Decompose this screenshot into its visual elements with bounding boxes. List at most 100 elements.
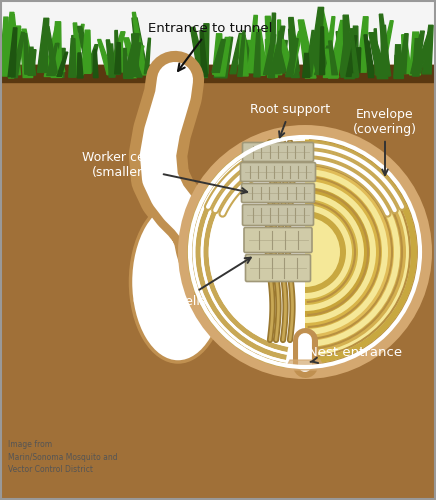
Polygon shape bbox=[350, 26, 358, 78]
Wedge shape bbox=[305, 140, 417, 364]
Polygon shape bbox=[22, 29, 34, 72]
Polygon shape bbox=[259, 48, 272, 76]
FancyBboxPatch shape bbox=[241, 162, 316, 182]
Polygon shape bbox=[115, 42, 121, 74]
Polygon shape bbox=[415, 32, 431, 73]
Polygon shape bbox=[245, 41, 252, 72]
Polygon shape bbox=[191, 28, 208, 78]
Polygon shape bbox=[422, 26, 433, 74]
Polygon shape bbox=[324, 16, 335, 78]
Polygon shape bbox=[11, 32, 24, 78]
Polygon shape bbox=[215, 38, 230, 76]
Text: Root support: Root support bbox=[250, 104, 330, 138]
Polygon shape bbox=[242, 36, 255, 73]
Wedge shape bbox=[305, 193, 364, 311]
Polygon shape bbox=[51, 22, 61, 78]
Polygon shape bbox=[107, 32, 125, 74]
FancyBboxPatch shape bbox=[242, 142, 313, 162]
Polygon shape bbox=[263, 34, 276, 74]
Polygon shape bbox=[256, 30, 268, 74]
Polygon shape bbox=[320, 24, 327, 72]
Polygon shape bbox=[28, 47, 36, 75]
Wedge shape bbox=[305, 169, 388, 335]
Polygon shape bbox=[20, 32, 33, 78]
Polygon shape bbox=[77, 53, 83, 78]
Polygon shape bbox=[123, 48, 129, 78]
Polygon shape bbox=[340, 42, 357, 72]
Polygon shape bbox=[106, 40, 116, 74]
Polygon shape bbox=[336, 32, 351, 77]
Polygon shape bbox=[350, 29, 359, 76]
Text: Envelope
(covering): Envelope (covering) bbox=[353, 108, 417, 175]
Wedge shape bbox=[295, 139, 418, 365]
Text: Entrance to tunnel: Entrance to tunnel bbox=[148, 22, 272, 71]
Polygon shape bbox=[109, 44, 115, 77]
Polygon shape bbox=[93, 50, 98, 78]
Wedge shape bbox=[305, 217, 340, 287]
Polygon shape bbox=[78, 26, 95, 72]
Polygon shape bbox=[0, 65, 436, 80]
Polygon shape bbox=[279, 40, 296, 73]
Polygon shape bbox=[133, 12, 146, 75]
Polygon shape bbox=[268, 13, 276, 78]
Bar bbox=[0, 65, 436, 82]
Polygon shape bbox=[198, 24, 209, 74]
Polygon shape bbox=[37, 18, 49, 72]
Polygon shape bbox=[8, 28, 17, 77]
Polygon shape bbox=[85, 44, 98, 72]
Polygon shape bbox=[378, 21, 393, 72]
Polygon shape bbox=[309, 8, 324, 72]
Polygon shape bbox=[329, 41, 337, 74]
Polygon shape bbox=[131, 56, 142, 77]
Polygon shape bbox=[124, 38, 141, 76]
Polygon shape bbox=[50, 42, 65, 72]
Polygon shape bbox=[230, 34, 242, 74]
Polygon shape bbox=[115, 30, 120, 74]
Bar bbox=[0, 0, 436, 80]
Wedge shape bbox=[305, 205, 352, 299]
Polygon shape bbox=[394, 56, 399, 77]
Polygon shape bbox=[298, 20, 316, 78]
Polygon shape bbox=[82, 30, 91, 74]
Polygon shape bbox=[57, 52, 68, 76]
FancyBboxPatch shape bbox=[245, 254, 310, 281]
Polygon shape bbox=[10, 14, 20, 74]
Polygon shape bbox=[314, 46, 331, 74]
Polygon shape bbox=[357, 17, 368, 72]
Polygon shape bbox=[117, 41, 124, 72]
Text: Image from
Marin/Sonoma Mosquito and
Vector Control District: Image from Marin/Sonoma Mosquito and Vec… bbox=[8, 440, 118, 474]
Polygon shape bbox=[411, 31, 424, 74]
Polygon shape bbox=[274, 32, 282, 74]
Polygon shape bbox=[266, 16, 277, 77]
Polygon shape bbox=[24, 34, 30, 74]
Polygon shape bbox=[248, 16, 257, 72]
Wedge shape bbox=[305, 211, 346, 293]
Polygon shape bbox=[394, 45, 403, 78]
Polygon shape bbox=[48, 44, 58, 73]
Polygon shape bbox=[266, 40, 274, 72]
FancyBboxPatch shape bbox=[244, 228, 312, 252]
Polygon shape bbox=[127, 46, 144, 78]
Wedge shape bbox=[305, 163, 394, 341]
Polygon shape bbox=[325, 50, 339, 77]
Polygon shape bbox=[0, 18, 7, 76]
Polygon shape bbox=[212, 40, 225, 72]
Bar bbox=[0, 65, 436, 500]
Polygon shape bbox=[275, 40, 287, 73]
Ellipse shape bbox=[130, 202, 225, 362]
Polygon shape bbox=[132, 18, 148, 72]
Polygon shape bbox=[289, 29, 299, 78]
Polygon shape bbox=[72, 36, 84, 74]
Polygon shape bbox=[286, 38, 298, 76]
Polygon shape bbox=[374, 29, 379, 75]
Polygon shape bbox=[214, 42, 222, 78]
Polygon shape bbox=[369, 32, 388, 78]
Polygon shape bbox=[261, 45, 276, 74]
Polygon shape bbox=[286, 32, 302, 74]
Polygon shape bbox=[276, 20, 282, 74]
Polygon shape bbox=[200, 30, 208, 76]
FancyBboxPatch shape bbox=[242, 204, 313, 226]
Polygon shape bbox=[144, 38, 150, 74]
Wedge shape bbox=[305, 187, 370, 317]
Polygon shape bbox=[46, 26, 58, 73]
